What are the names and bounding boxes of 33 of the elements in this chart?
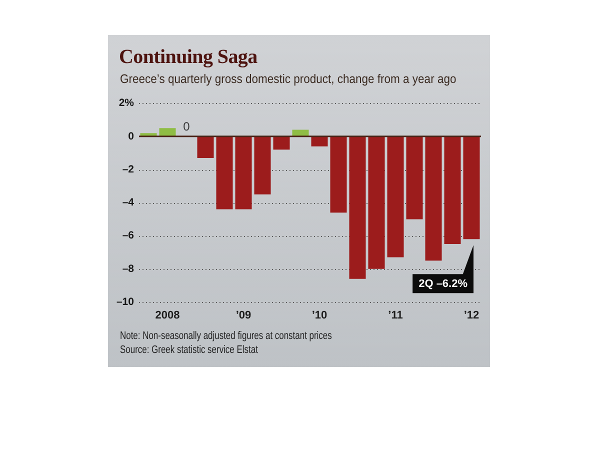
bar — [197, 136, 214, 158]
bar — [330, 136, 347, 213]
bar — [444, 136, 461, 244]
bar — [235, 136, 252, 210]
x-tick-label: 2008 — [155, 310, 180, 322]
source-note: Source: Greek statistic service Elstat — [120, 344, 259, 357]
y-tick-label: –4 — [122, 196, 134, 209]
x-tick-label: ’09 — [236, 310, 252, 322]
chart-subtitle: Greece’s quarterly gross domestic product, change from a year ago — [120, 72, 456, 86]
bar — [368, 136, 385, 269]
bar — [311, 136, 328, 146]
bar — [406, 136, 423, 220]
y-tick-label: 2% — [118, 97, 135, 110]
y-tick-label: –8 — [122, 262, 134, 275]
y-tick-label: 0 — [128, 130, 134, 142]
bar — [387, 136, 404, 258]
bar — [216, 136, 233, 210]
y-tick-label: –2 — [122, 163, 134, 176]
y-tick-label: –10 — [116, 296, 134, 308]
x-tick-label: ’10 — [312, 310, 328, 322]
data-label: 2Q –6.2% — [418, 278, 468, 290]
bar — [349, 136, 366, 279]
data-label: 0 — [183, 120, 190, 134]
bar — [159, 128, 176, 136]
bar — [425, 136, 442, 261]
bar — [273, 136, 290, 150]
bar — [254, 136, 271, 194]
x-tick-label: ’12 — [464, 310, 480, 322]
y-tick-label: –6 — [122, 230, 134, 242]
x-tick-label: ’11 — [388, 310, 403, 322]
text: Note: Non-seasonally adjusted figures at constant prices — [120, 330, 332, 344]
bar — [463, 136, 480, 240]
chart-title: Continuing Saga — [119, 46, 258, 69]
